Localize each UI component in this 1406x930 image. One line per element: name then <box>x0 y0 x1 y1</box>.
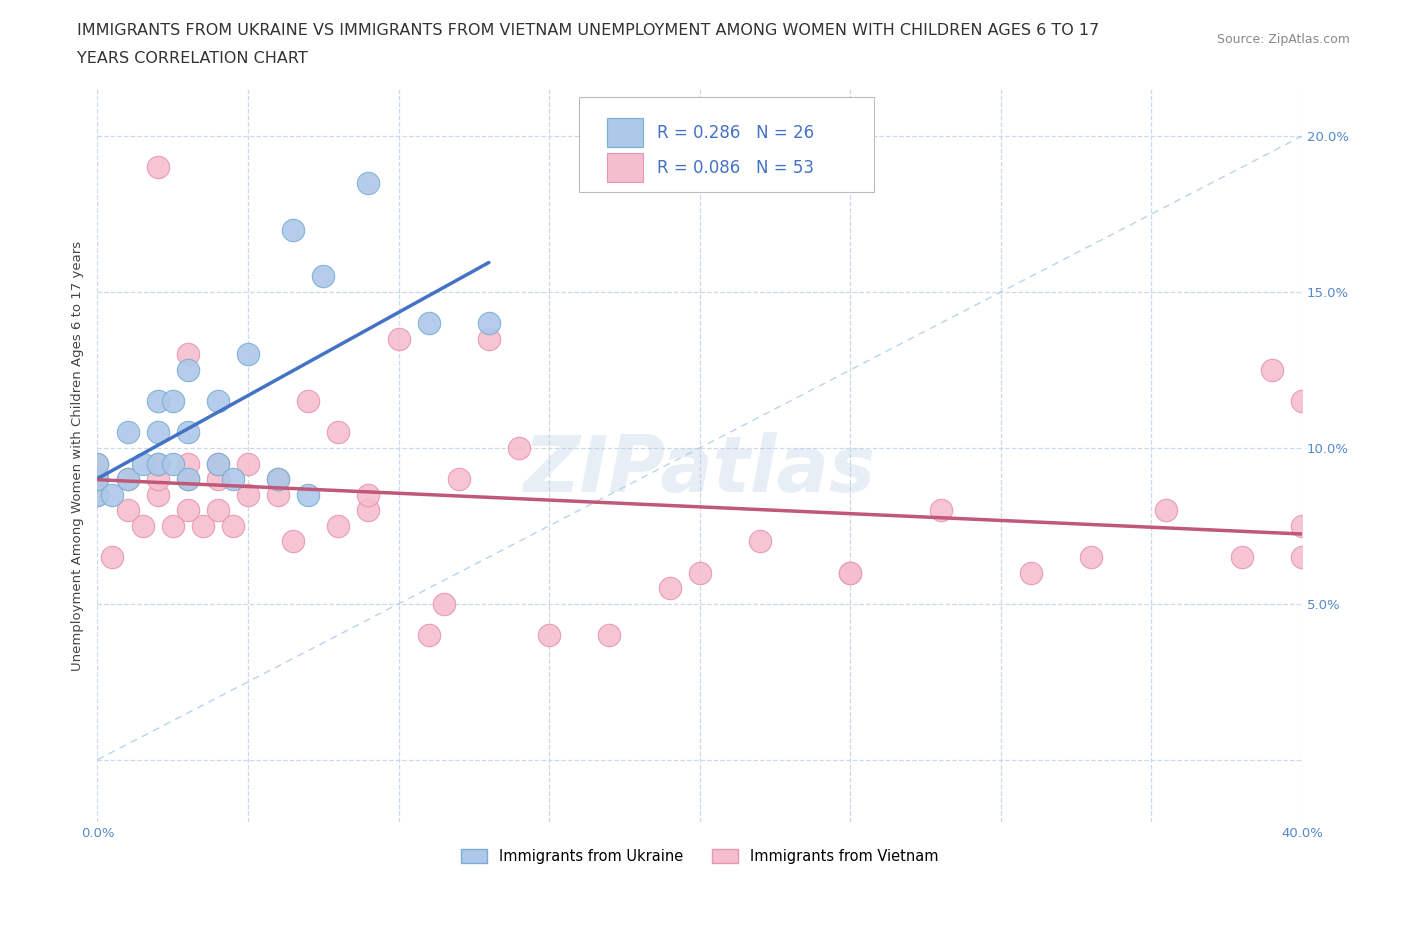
Point <box>177 347 200 362</box>
Point <box>146 487 169 502</box>
Point <box>236 487 259 502</box>
Point <box>1156 503 1178 518</box>
Point <box>297 393 319 408</box>
Point <box>1291 518 1313 533</box>
Bar <box>607 153 643 182</box>
Point <box>177 472 200 486</box>
Point <box>418 628 440 643</box>
Legend: Immigrants from Ukraine, Immigrants from Vietnam: Immigrants from Ukraine, Immigrants from… <box>456 843 945 870</box>
Point <box>146 393 169 408</box>
Point <box>839 565 862 580</box>
Point <box>146 456 169 471</box>
Point <box>207 472 229 486</box>
Point <box>177 456 200 471</box>
Y-axis label: Unemployment Among Women with Children Ages 6 to 17 years: Unemployment Among Women with Children A… <box>72 241 84 671</box>
Point <box>328 518 350 533</box>
Point <box>1291 393 1313 408</box>
Text: R = 0.286   N = 26: R = 0.286 N = 26 <box>658 124 814 141</box>
Point <box>117 472 139 486</box>
Point <box>146 472 169 486</box>
Point <box>207 456 229 471</box>
Point <box>101 487 124 502</box>
Point <box>478 331 501 346</box>
Point <box>86 487 108 502</box>
Point <box>117 425 139 440</box>
Point <box>177 472 200 486</box>
Point <box>418 316 440 331</box>
Point <box>177 363 200 378</box>
Point <box>748 534 770 549</box>
Text: IMMIGRANTS FROM UKRAINE VS IMMIGRANTS FROM VIETNAM UNEMPLOYMENT AMONG WOMEN WITH: IMMIGRANTS FROM UKRAINE VS IMMIGRANTS FR… <box>77 23 1099 38</box>
Point <box>447 472 470 486</box>
Point <box>86 472 108 486</box>
Point <box>207 503 229 518</box>
Point <box>177 503 200 518</box>
Point <box>267 472 290 486</box>
Text: R = 0.086   N = 53: R = 0.086 N = 53 <box>658 159 814 177</box>
Point <box>297 487 319 502</box>
Text: ZIPatlas: ZIPatlas <box>523 432 876 509</box>
Point <box>357 503 380 518</box>
Point <box>1080 550 1102 565</box>
Point <box>281 222 304 237</box>
Point <box>101 550 124 565</box>
Point <box>929 503 952 518</box>
Point <box>222 472 245 486</box>
Point <box>207 393 229 408</box>
Point <box>162 456 184 471</box>
Point <box>146 160 169 175</box>
Text: YEARS CORRELATION CHART: YEARS CORRELATION CHART <box>77 51 308 66</box>
Point <box>1291 550 1313 565</box>
Point <box>162 518 184 533</box>
Point <box>658 581 681 596</box>
Point <box>222 518 245 533</box>
Point <box>267 487 290 502</box>
Point <box>86 456 108 471</box>
Point <box>236 456 259 471</box>
Point <box>146 456 169 471</box>
Point <box>1230 550 1253 565</box>
Point <box>357 176 380 191</box>
Point <box>236 347 259 362</box>
Point <box>387 331 409 346</box>
Point <box>598 628 620 643</box>
Point <box>433 596 456 611</box>
Point <box>1019 565 1042 580</box>
Point <box>839 565 862 580</box>
Point <box>689 565 711 580</box>
Point <box>177 425 200 440</box>
Point <box>478 316 501 331</box>
Point <box>131 456 153 471</box>
Point <box>281 534 304 549</box>
Point <box>191 518 214 533</box>
Point <box>538 628 561 643</box>
Point <box>131 518 153 533</box>
Point <box>508 441 530 456</box>
Point <box>328 425 350 440</box>
Bar <box>607 118 643 147</box>
Point <box>86 456 108 471</box>
Text: Source: ZipAtlas.com: Source: ZipAtlas.com <box>1216 33 1350 46</box>
FancyBboxPatch shape <box>579 97 875 192</box>
Point <box>146 425 169 440</box>
Point <box>1260 363 1282 378</box>
Point <box>207 456 229 471</box>
Point <box>117 472 139 486</box>
Point <box>86 472 108 486</box>
Point <box>117 503 139 518</box>
Point <box>86 487 108 502</box>
Point <box>357 487 380 502</box>
Point <box>312 269 335 284</box>
Point <box>267 472 290 486</box>
Point <box>162 393 184 408</box>
